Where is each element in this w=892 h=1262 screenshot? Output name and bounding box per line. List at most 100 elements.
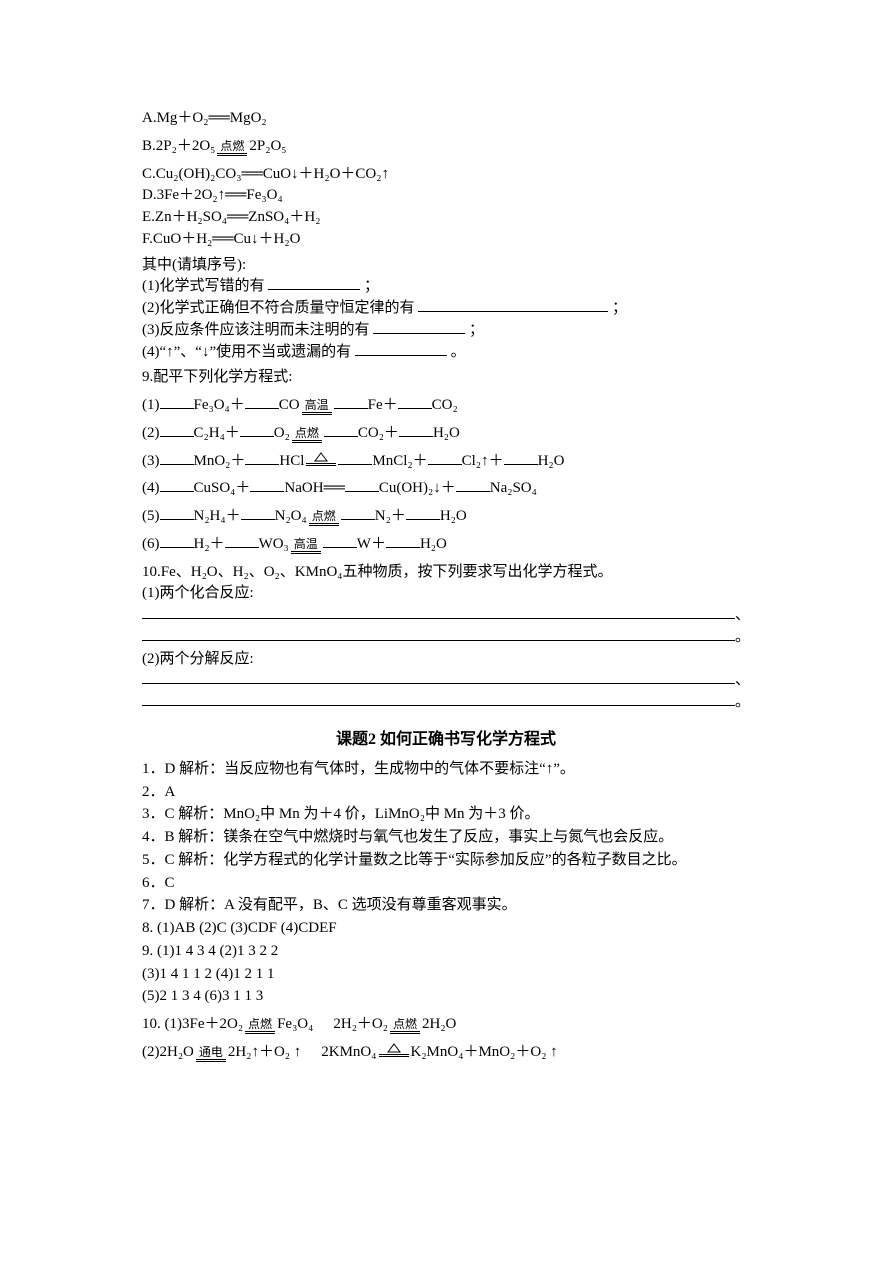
blank-input[interactable]	[456, 478, 490, 492]
blank-input[interactable]	[398, 395, 432, 409]
punct-juhao: 。	[735, 627, 750, 649]
q8-3-pre: (3)反应条件应该注明而未注明的有	[142, 322, 370, 338]
cond-dianran: 点燃	[292, 427, 322, 442]
eq-segment: HCl	[279, 451, 304, 473]
cond-triangle	[306, 452, 336, 465]
eq-segment: CO₂	[432, 395, 458, 417]
option-d: D.3Fe＋2O₂↑══Fe₃O₄	[142, 185, 750, 207]
q9-eq-5: (5)N₂H₄＋N₂O₄点燃N₂＋H₂O	[142, 506, 750, 528]
ans10-2b-pre: 2KMnO₄	[321, 1042, 376, 1064]
blank-input[interactable]	[373, 320, 465, 334]
eq-segment: W＋	[357, 534, 386, 556]
blank-input[interactable]	[268, 276, 360, 290]
blank-input[interactable]	[338, 451, 372, 465]
q8-4-suf: 。	[451, 344, 466, 360]
option-b-pre: B.2P₂＋2O₅	[142, 136, 215, 158]
answer-title: 课题2 如何正确书写化学方程式	[142, 728, 750, 751]
q9-index: (3)	[142, 451, 160, 473]
blank-input[interactable]	[160, 423, 194, 437]
answer-line: (3)1 4 1 1 2 (4)1 2 1 1	[142, 964, 750, 986]
q10-2: (2)两个分解反应:	[142, 649, 750, 671]
eq-segment: N₂O₄	[275, 506, 307, 528]
answer-line: 3．C 解析：MnO₂中 Mn 为＋4 价，LiMnO₂中 Mn 为＋3 价。	[142, 804, 750, 826]
blank-input[interactable]	[225, 534, 259, 548]
blank-input[interactable]	[399, 423, 433, 437]
blank-input[interactable]	[345, 478, 379, 492]
blank-input[interactable]	[245, 451, 279, 465]
cond-gaowen: 高温	[302, 399, 332, 414]
q10-1-blank-b[interactable]: 。	[142, 627, 750, 649]
q10-1-blank-a[interactable]: 、	[142, 605, 750, 627]
blank-input[interactable]	[245, 395, 279, 409]
blank-input[interactable]	[241, 506, 275, 520]
blank-input[interactable]	[324, 423, 358, 437]
ans10-2a-post: 2H₂↑＋O₂ ↑	[228, 1042, 301, 1064]
punct-dunhao: 、	[735, 670, 750, 692]
q9-eq-list: (1)Fe₃O₄＋CO高温Fe＋CO₂(2)C₂H₄＋O₂点燃CO₂＋H₂O(3…	[142, 395, 750, 556]
eq-segment: Fe₃O₄＋	[194, 395, 245, 417]
blank-input[interactable]	[240, 423, 274, 437]
blank-input[interactable]	[334, 395, 368, 409]
answer-line: 8. (1)AB (2)C (3)CDF (4)CDEF	[142, 918, 750, 940]
ans10-1a-post: Fe₃O₄	[277, 1014, 313, 1036]
q10-1: (1)两个化合反应:	[142, 583, 750, 605]
eq-segment: H₂O	[420, 534, 447, 556]
blank-input[interactable]	[386, 534, 420, 548]
q9-index: (1)	[142, 395, 160, 417]
option-f: F.CuO＋H₂══Cu↓＋H₂O	[142, 229, 750, 251]
blank-input[interactable]	[341, 506, 375, 520]
eq-segment: H₂O	[538, 451, 565, 473]
q8-1-pre: (1)化学式写错的有	[142, 278, 265, 294]
blank-input[interactable]	[323, 534, 357, 548]
answer-line: 7．D 解析：A 没有配平，B、C 选项没有尊重客观事实。	[142, 895, 750, 917]
blank-input[interactable]	[428, 451, 462, 465]
eq-segment: Cu(OH)₂↓＋	[379, 478, 456, 500]
eq-segment: O₂	[274, 423, 290, 445]
cond-dianran: 点燃	[390, 1018, 420, 1033]
ans10-1b-pre: 2H₂＋O₂	[333, 1014, 388, 1036]
blank-input[interactable]	[355, 342, 447, 356]
blank-input[interactable]	[160, 451, 194, 465]
blank-input[interactable]	[160, 395, 194, 409]
blank-input[interactable]	[160, 478, 194, 492]
q9-eq-2: (2)C₂H₄＋O₂点燃CO₂＋H₂O	[142, 423, 750, 445]
cond-dianran: 点燃	[245, 1018, 275, 1033]
punct-dunhao: 、	[735, 605, 750, 627]
option-b: B.2P₂＋2O₅ 点燃 2P₂O₅	[142, 136, 750, 158]
eq-segment: H₂O	[433, 423, 460, 445]
blank-input[interactable]	[406, 506, 440, 520]
answers-block: 1．D 解析：当反应物也有气体时，生成物中的气体不要标注“↑”。2．A3．C 解…	[142, 759, 750, 1008]
ans10-1a-pre: 10. (1)3Fe＋2O₂	[142, 1014, 243, 1036]
q8-4-pre: (4)“↑”、“↓”使用不当或遗漏的有	[142, 344, 351, 360]
q9-title: 9.配平下列化学方程式:	[142, 367, 750, 389]
answer-line: 6．C	[142, 873, 750, 895]
eq-segment: CuSO₄＋	[194, 478, 251, 500]
option-a: A.Mg＋O₂══MgO₂	[142, 108, 750, 130]
ans10-1b-post: 2H₂O	[422, 1014, 456, 1036]
q9-index: (6)	[142, 534, 160, 556]
q10-2-blank-a[interactable]: 、	[142, 670, 750, 692]
eq-segment: WO₃	[259, 534, 289, 556]
eq-segment: C₂H₄＋	[194, 423, 240, 445]
answer-line: (5)2 1 3 4 (6)3 1 1 3	[142, 986, 750, 1008]
punct-juhao: 。	[735, 692, 750, 714]
q10-2-blank-b[interactable]: 。	[142, 692, 750, 714]
q8-2-pre: (2)化学式正确但不符合质量守恒定律的有	[142, 300, 415, 316]
q10-stem: 10.Fe、H₂O、H₂、O₂、KMnO₄五种物质，按下列要求写出化学方程式。	[142, 562, 750, 584]
answer-line: 9. (1)1 4 3 4 (2)1 3 2 2	[142, 941, 750, 963]
blank-input[interactable]	[504, 451, 538, 465]
q9-eq-6: (6)H₂＋WO₃高温W＋H₂O	[142, 534, 750, 556]
ans10-2b-post: K₂MnO₄＋MnO₂＋O₂ ↑	[411, 1042, 558, 1064]
q9-index: (4)	[142, 478, 160, 500]
q8-2-suf: ；	[612, 300, 627, 316]
cond-dianran: 点燃	[217, 140, 247, 155]
cond-triangle	[379, 1043, 409, 1056]
blank-input[interactable]	[250, 478, 284, 492]
blank-input[interactable]	[418, 298, 608, 312]
blank-input[interactable]	[160, 534, 194, 548]
ans10-1: 10. (1)3Fe＋2O₂ 点燃 Fe₃O₄ 2H₂＋O₂ 点燃 2H₂O	[142, 1014, 750, 1036]
cond-gaowen: 高温	[291, 538, 321, 553]
blank-input[interactable]	[160, 506, 194, 520]
q8-intro: 其中(请填序号):	[142, 255, 750, 277]
eq-segment: N₂＋	[375, 506, 406, 528]
